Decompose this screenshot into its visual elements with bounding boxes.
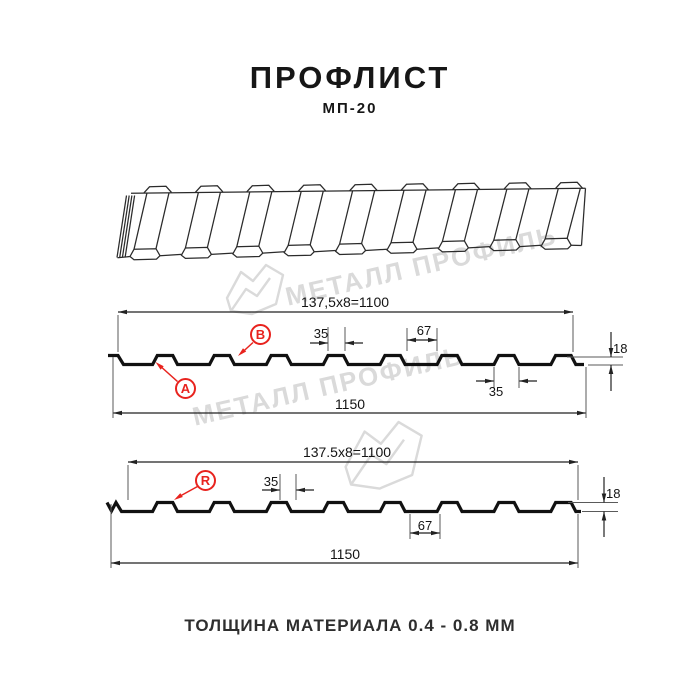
- dim-module-width-front: 137,5x8=1100: [300, 294, 390, 310]
- profile-section-reverse: [105, 499, 581, 515]
- dim-module-width-reverse: 137.5x8=1100: [302, 444, 392, 460]
- side-marker-a: A: [175, 378, 196, 399]
- dim-gap-reverse: 67: [417, 518, 433, 533]
- profile-model: МП-20: [322, 100, 378, 117]
- dim-rib-top-reverse: 35: [263, 474, 279, 489]
- dimensions-front: [112, 309, 623, 418]
- metal-profile-logo-watermark: [344, 420, 423, 490]
- sheet-3d-view: [116, 181, 587, 261]
- dimensions-reverse: [110, 459, 618, 568]
- dim-rib-bottom-front: 35: [488, 384, 504, 399]
- dim-total-width-reverse: 1150: [329, 546, 361, 562]
- side-marker-leaders: [155, 341, 254, 500]
- dim-total-width-front: 1150: [334, 396, 366, 412]
- material-thickness-note: ТОЛЩИНА МАТЕРИАЛА 0.4 - 0.8 ММ: [184, 616, 516, 635]
- dim-gap-front: 67: [416, 323, 432, 338]
- side-marker-r: R: [195, 470, 216, 491]
- profile-section-front: [108, 353, 584, 367]
- dim-height-front: 18: [613, 341, 628, 356]
- side-marker-b: B: [250, 324, 271, 345]
- dim-height-reverse: 18: [606, 486, 621, 501]
- page-title: ПРОФЛИСТ: [249, 60, 451, 95]
- dim-rib-top-front: 35: [313, 326, 329, 341]
